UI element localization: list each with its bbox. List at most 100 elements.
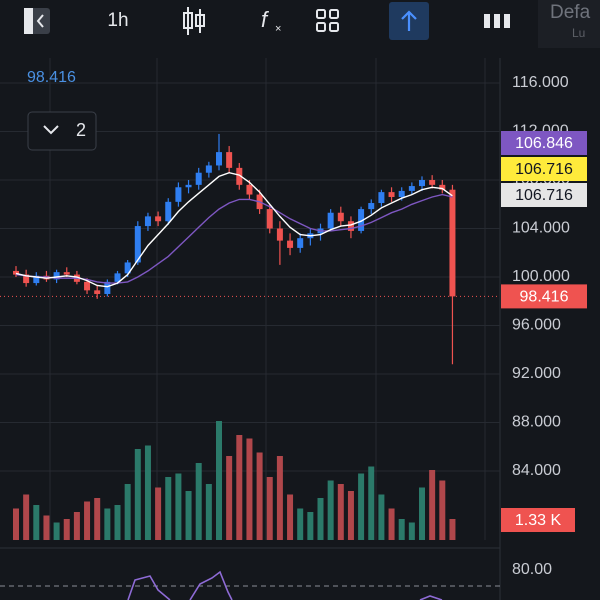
candle-body (134, 226, 141, 263)
price-tick-label: 92.000 (512, 365, 561, 382)
icon-stroke (316, 22, 326, 32)
candle-body (155, 216, 162, 222)
volume-bar (327, 480, 334, 540)
price-badge-label: 106.846 (515, 135, 573, 152)
indicator-toggle[interactable] (27, 111, 97, 151)
candle-body (13, 270, 19, 275)
volume-bar (104, 508, 111, 540)
volume-bar (43, 515, 50, 540)
sidebar-toggle-icon (24, 8, 33, 34)
price-tick-label: 100.000 (512, 268, 570, 285)
price-tick-label: 96.000 (512, 317, 561, 334)
candle-body (53, 272, 60, 280)
candle-body (276, 228, 283, 241)
candle-body (358, 209, 365, 231)
toolbar: 1h f × Defa Lu (24, 0, 600, 48)
candle-body (398, 190, 405, 197)
candle-body (347, 221, 354, 231)
volume-bar (124, 484, 131, 540)
volume-bar (297, 508, 304, 540)
candle-body (439, 184, 446, 190)
candle-body (287, 240, 294, 248)
icon-stroke (316, 9, 326, 19)
icon-stroke (329, 22, 339, 32)
volume-bar (73, 512, 80, 540)
volume-bar (175, 473, 182, 540)
candle-body (327, 212, 334, 229)
volume-bar (226, 456, 233, 540)
candle-body (246, 184, 253, 195)
icon-stroke (329, 9, 339, 19)
candle-body (368, 203, 375, 210)
layout-selector[interactable] (538, 0, 600, 48)
volume-bar (317, 498, 324, 540)
plot (0, 133, 500, 540)
volume-bar (256, 452, 263, 540)
volume-badge (501, 508, 575, 532)
volume-bar (368, 466, 375, 540)
candle-body (205, 165, 212, 173)
price-badge (501, 284, 587, 309)
candle-body (185, 184, 192, 188)
price-badge-label: 98.416 (520, 289, 569, 306)
candle-body (408, 186, 415, 191)
volume-bar (358, 473, 365, 540)
candle-body (378, 192, 385, 204)
price-badge (501, 131, 587, 155)
volume-bar (134, 449, 141, 540)
candle-body (266, 209, 273, 229)
icon-bar (484, 14, 490, 28)
rsi-line (127, 570, 443, 600)
candle-body (124, 262, 131, 274)
volume-bar (287, 494, 294, 540)
volume-badge-label: 1.33 K (515, 512, 562, 529)
moving-average (15, 171, 453, 288)
candle-body (429, 180, 436, 185)
chart-type-button[interactable] (183, 7, 205, 35)
price-badge (501, 157, 587, 181)
volume-bar (337, 484, 344, 540)
volume-bar (205, 484, 212, 540)
price-badge (501, 183, 587, 207)
volume-bar (307, 512, 314, 540)
volume-bar (63, 519, 70, 540)
volume-bar (408, 522, 415, 540)
arrow-up (401, 10, 417, 31)
candle-body (236, 167, 243, 185)
volume-bar (388, 508, 395, 540)
candle-body (337, 212, 344, 222)
legend-last-price: 98.416 (27, 69, 76, 86)
icon-stroke (183, 12, 193, 29)
indicator-count: 2 (76, 120, 86, 140)
volume-bar (33, 505, 40, 540)
volume-bar (378, 494, 385, 540)
price-tick-label: 104.000 (512, 220, 570, 237)
candle-body (419, 180, 425, 187)
price-badge-label: 106.716 (515, 187, 573, 204)
rsi-tick-label: 80.00 (512, 561, 552, 578)
interval-button[interactable]: 1h (107, 10, 128, 31)
layout-button[interactable] (316, 9, 339, 32)
candle-body (195, 172, 202, 185)
volume-bar (347, 491, 354, 540)
volume-bar (114, 505, 121, 540)
candle-body (84, 281, 91, 291)
candle-body (104, 281, 111, 294)
volume-bar (23, 494, 30, 540)
icon-bar (494, 14, 500, 28)
price-tick-label: 116.000 (512, 74, 569, 91)
volume-bar (398, 519, 405, 540)
volume-bar (84, 501, 91, 540)
icon-stroke (195, 14, 205, 27)
indicators-button[interactable]: f (261, 7, 270, 32)
candle-body (114, 273, 121, 282)
candle-body (23, 274, 30, 284)
volume-bar (144, 445, 151, 540)
volume-bar (236, 435, 243, 540)
candle-body (175, 187, 182, 202)
volume-bar (195, 463, 202, 540)
candle-body (297, 238, 304, 248)
layout-name: Defa (550, 2, 591, 23)
bars-button[interactable] (484, 14, 510, 28)
candle-body (449, 189, 456, 297)
